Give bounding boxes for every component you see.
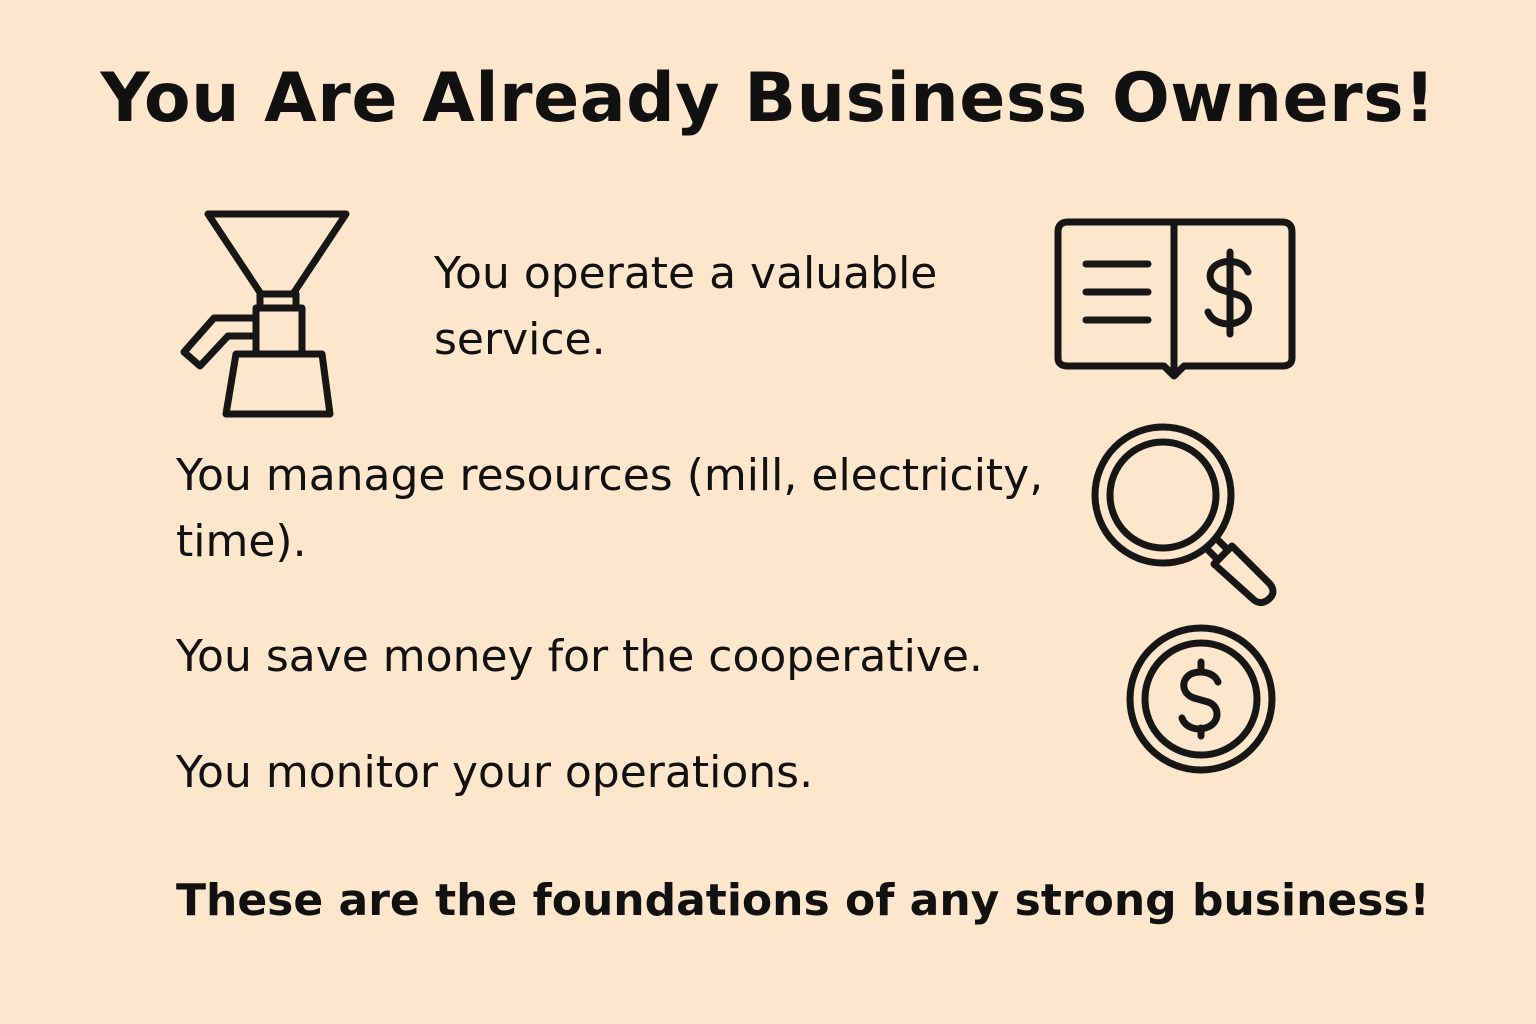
point-operate-service: You operate a valuable service. (434, 241, 937, 373)
ledger-book-dollar-icon (1052, 216, 1302, 386)
point-text-line: You monitor your operations. (176, 747, 814, 798)
point-text-line: You save money for the cooperative. (176, 631, 983, 682)
point-text-line: service. (434, 314, 606, 365)
grain-mill-icon (176, 206, 356, 421)
point-manage-resources: You manage resources (mill, electricity,… (176, 443, 1043, 575)
magnifying-glass-icon (1088, 420, 1283, 615)
closing-statement: These are the foundations of any strong … (176, 875, 1430, 926)
page-title: You Are Already Business Owners! (100, 59, 1436, 138)
point-text-line: You operate a valuable (434, 248, 938, 299)
point-text-line: time). (176, 516, 307, 567)
point-text-line: You manage resources (mill, electricity, (176, 450, 1044, 501)
dollar-coin-icon (1122, 622, 1282, 782)
point-monitor-operations: You monitor your operations. (176, 740, 813, 806)
point-save-money: You save money for the cooperative. (176, 624, 983, 690)
